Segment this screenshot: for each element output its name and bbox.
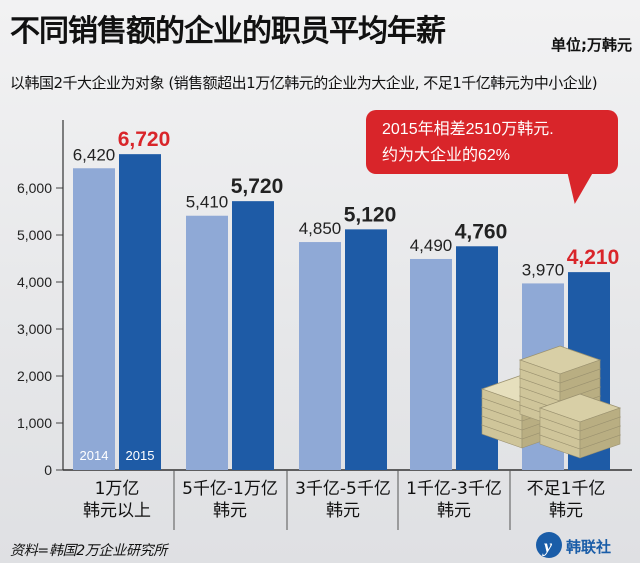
callout-text: 2015年相差2510万韩元. 约为大企业的62% bbox=[382, 117, 618, 169]
data-label: 5,720 bbox=[231, 175, 284, 198]
logo-icon: y bbox=[536, 532, 562, 558]
chart-subtitle: 以韩国2千大企业为对象 (销售额超出1万亿韩元的企业为大企业, 不足1千亿韩元为… bbox=[10, 74, 598, 92]
y-tick-label: 1,000 bbox=[17, 415, 52, 431]
category-label: 韩元 bbox=[326, 501, 360, 521]
category-label: 韩元以上 bbox=[83, 501, 151, 521]
category-label: 1千亿-3千亿 bbox=[406, 479, 502, 499]
logo-text: 韩联社 bbox=[566, 538, 612, 556]
series-label-2014: 2014 bbox=[80, 448, 109, 463]
callout-line-1: 2015年相差2510万韩元. bbox=[382, 121, 554, 138]
y-tick-label: 3,000 bbox=[17, 321, 52, 337]
money-stack-illustration bbox=[480, 345, 622, 459]
money-bundle-side bbox=[559, 359, 601, 384]
svg-text:y: y bbox=[542, 536, 553, 556]
data-label: 5,410 bbox=[186, 193, 229, 212]
money-bundle-side bbox=[579, 407, 621, 432]
callout-box bbox=[366, 110, 618, 174]
callout-line-2: 约为大企业的62% bbox=[382, 147, 511, 164]
source-note: 资料=韩国2万企业研究所 bbox=[10, 543, 168, 559]
y-tick-label: 2,000 bbox=[17, 368, 52, 384]
category-label: 3千亿-5千亿 bbox=[295, 479, 391, 499]
chart-title: 不同销售额的企业的职员平均年薪 bbox=[10, 14, 446, 49]
agency-logo: y 韩联社 bbox=[536, 532, 632, 560]
y-tick-label: 6,000 bbox=[17, 180, 52, 196]
data-label: 4,850 bbox=[299, 219, 342, 238]
category-label: 5千亿-1万亿 bbox=[182, 479, 278, 499]
bar-2015 bbox=[345, 229, 387, 470]
category-label: 韩元 bbox=[549, 501, 583, 521]
category-label: 不足1千亿 bbox=[527, 479, 606, 499]
bar-2015 bbox=[232, 201, 274, 470]
data-label: 5,120 bbox=[344, 203, 397, 226]
callout-tail bbox=[562, 172, 594, 204]
bar-2015 bbox=[119, 154, 161, 470]
data-label: 6,720 bbox=[118, 128, 171, 151]
unit-label: 单位;万韩元 bbox=[551, 36, 632, 54]
category-label: 1万亿 bbox=[95, 479, 140, 499]
series-label-2015: 2015 bbox=[126, 448, 155, 463]
bar-2014 bbox=[299, 242, 341, 470]
data-label: 4,760 bbox=[455, 220, 508, 243]
bar-2014 bbox=[73, 168, 115, 470]
y-tick-label: 4,000 bbox=[17, 274, 52, 290]
data-label: 3,970 bbox=[522, 260, 565, 279]
data-label: 4,210 bbox=[567, 246, 620, 269]
category-label: 韩元 bbox=[213, 501, 247, 521]
y-tick-label: 5,000 bbox=[17, 227, 52, 243]
data-label: 4,490 bbox=[410, 236, 453, 255]
y-tick-label: 0 bbox=[44, 462, 52, 478]
data-label: 6,420 bbox=[73, 145, 116, 164]
category-label: 韩元 bbox=[437, 501, 471, 521]
bar-2014 bbox=[186, 215, 228, 470]
bar-2014 bbox=[410, 258, 452, 470]
